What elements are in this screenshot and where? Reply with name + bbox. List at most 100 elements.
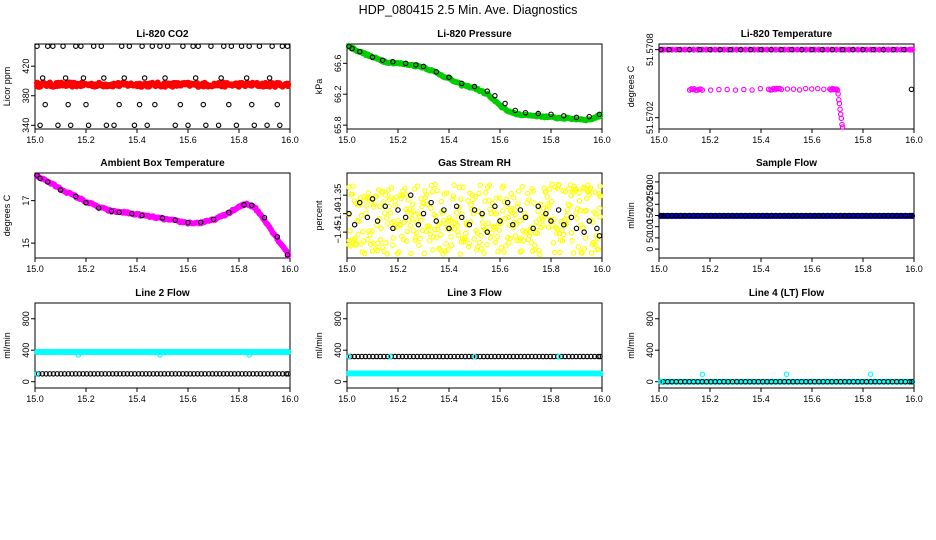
- data-point: [448, 234, 454, 240]
- data-point: [235, 371, 242, 377]
- data-point: [433, 69, 439, 75]
- data-point: [563, 221, 569, 227]
- data-point: [378, 225, 384, 232]
- data-point: [574, 215, 580, 222]
- data-point: [530, 225, 536, 232]
- data-point: [573, 114, 580, 121]
- data-point: [377, 353, 384, 360]
- data-point: [364, 214, 371, 221]
- data-point: [149, 43, 156, 49]
- data-point: [538, 213, 545, 220]
- x-tick-label: 15.0: [338, 135, 356, 145]
- panel-line4: Line 4 (LT) Flow 15.0 15.2 15.4 15.6 15.8 16.0…: [626, 288, 923, 404]
- data-point: [554, 225, 560, 232]
- data-point: [392, 202, 399, 209]
- y-axis-label: degrees C: [2, 194, 12, 236]
- data-point: [444, 353, 450, 360]
- data-point: [417, 235, 423, 242]
- plot-frame: [346, 43, 603, 130]
- y-tick-label: 200: [645, 197, 655, 212]
- data-point: [425, 225, 432, 232]
- y-tick-label: 66.6: [333, 55, 343, 73]
- data-point: [436, 245, 442, 252]
- data-point: [488, 353, 494, 360]
- data-point: [390, 59, 396, 65]
- data-point: [380, 188, 386, 195]
- x-tick-label: 15.4: [752, 264, 770, 274]
- y-tick-label: 800: [333, 311, 343, 326]
- data-point: [768, 46, 774, 53]
- data-point: [157, 352, 163, 358]
- y-tick-label: 51.5702: [645, 101, 655, 134]
- y-tick-label: 0: [21, 379, 31, 384]
- data-point: [429, 353, 435, 360]
- data-point: [91, 371, 97, 377]
- data-point: [157, 43, 163, 49]
- data-point: [512, 233, 519, 239]
- data-point: [458, 196, 464, 202]
- data-point: [543, 207, 550, 214]
- data-point: [584, 195, 590, 202]
- data-point: [429, 189, 435, 195]
- data-point: [783, 371, 790, 377]
- series-instantaneous: [345, 370, 604, 377]
- data-point: [139, 371, 145, 377]
- data-point: [451, 353, 457, 360]
- data-point: [113, 371, 120, 377]
- data-point: [401, 219, 407, 225]
- data-point: [165, 371, 171, 377]
- data-point: [355, 218, 362, 225]
- data-point: [409, 201, 416, 208]
- data-point: [257, 371, 264, 377]
- data-point: [83, 101, 89, 108]
- data-point: [407, 192, 414, 198]
- data-point: [492, 353, 498, 360]
- y-tick-label: 420: [21, 59, 31, 74]
- data-point: [78, 43, 84, 49]
- y-tick-label: 0: [645, 247, 655, 252]
- data-point: [850, 46, 856, 53]
- data-point: [532, 247, 538, 253]
- data-point: [515, 200, 521, 207]
- data-point: [95, 371, 101, 377]
- data-point: [508, 191, 515, 197]
- data-point: [103, 122, 110, 129]
- data-point: [471, 83, 478, 90]
- data-point: [860, 46, 866, 53]
- data-point: [220, 371, 227, 377]
- series-instantaneous: [34, 79, 291, 90]
- x-tick-label: 15.4: [128, 394, 146, 404]
- y-tick-label: −1.40: [333, 202, 343, 225]
- data-point: [139, 212, 145, 219]
- data-point: [479, 210, 485, 217]
- data-point: [526, 232, 533, 239]
- data-point: [430, 247, 436, 253]
- data-point: [455, 229, 461, 235]
- data-point: [534, 230, 541, 236]
- data-point: [364, 236, 371, 243]
- data-point: [686, 46, 693, 53]
- data-point: [530, 188, 536, 194]
- data-point: [838, 115, 845, 122]
- data-point: [202, 371, 208, 377]
- data-point: [568, 214, 575, 221]
- data-point: [37, 122, 43, 129]
- data-point: [906, 212, 913, 219]
- panel-box_temp: Ambient Box Temperature 15.0 15.2 15.4 15.6 1…: [2, 158, 299, 274]
- data-point: [405, 197, 412, 203]
- data-point: [525, 353, 531, 360]
- data-point: [242, 371, 249, 377]
- y-tick-label: 50: [645, 233, 655, 243]
- data-point: [503, 243, 509, 249]
- data-point: [185, 122, 191, 129]
- data-point: [529, 185, 535, 192]
- data-point: [909, 46, 916, 53]
- data-point: [514, 237, 520, 244]
- data-point: [454, 222, 460, 229]
- data-point: [543, 210, 549, 217]
- data-point: [799, 46, 805, 53]
- y-tick-label: 340: [21, 118, 31, 133]
- data-point: [384, 251, 390, 257]
- data-point: [406, 217, 412, 223]
- data-point: [55, 122, 61, 129]
